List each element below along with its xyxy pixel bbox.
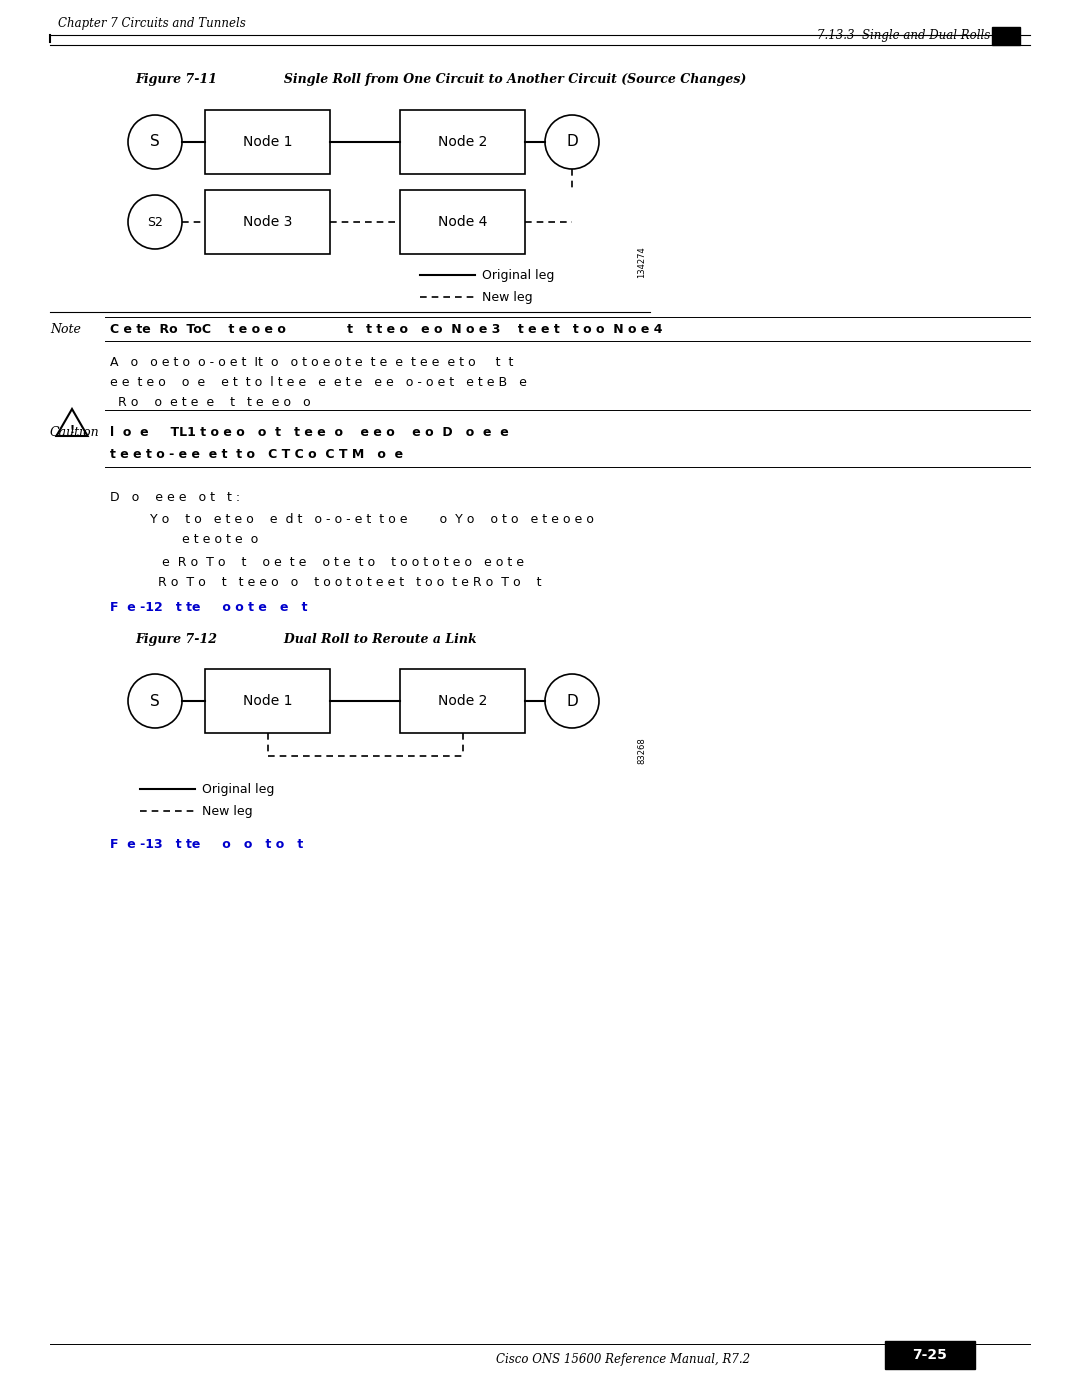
Text: New leg: New leg — [482, 291, 532, 303]
Text: Caution: Caution — [50, 426, 99, 439]
Text: Y o    t o   e t e o    e  d t   o - o - e t  t o e        o  Y o    o t o   e t: Y o t o e t e o e d t o - o - e t t o e … — [150, 513, 594, 525]
Text: 7.13.3  Single and Dual Rolls: 7.13.3 Single and Dual Rolls — [816, 29, 990, 42]
Text: Cisco ONS 15600 Reference Manual, R7.2: Cisco ONS 15600 Reference Manual, R7.2 — [496, 1352, 750, 1365]
Text: l  o  e     TL1 t o e o   o  t   t e e  o    e e o    e o  D   o  e  e: l o e TL1 t o e o o t t e e o e e o e o … — [110, 426, 509, 439]
Bar — [400, 190, 525, 254]
Text: Dual Roll to Reroute a Link: Dual Roll to Reroute a Link — [262, 633, 476, 645]
Text: F  e -13   t te     o   o   t o   t: F e -13 t te o o t o t — [110, 837, 303, 851]
Text: Node 2: Node 2 — [437, 694, 487, 708]
Text: Chapter 7 Circuits and Tunnels: Chapter 7 Circuits and Tunnels — [58, 17, 246, 29]
Text: S2: S2 — [147, 215, 163, 229]
Text: e  R o  T o    t    o e  t e    o t e  t o    t o o t o t e o   e o t e: e R o T o t o e t e o t e t o t o o t o … — [150, 556, 524, 569]
FancyBboxPatch shape — [885, 1341, 975, 1369]
Text: Figure 7-12: Figure 7-12 — [135, 633, 217, 645]
Text: Single Roll from One Circuit to Another Circuit (Source Changes): Single Roll from One Circuit to Another … — [262, 73, 746, 85]
Text: D: D — [566, 134, 578, 149]
Text: New leg: New leg — [202, 805, 253, 817]
Text: Original leg: Original leg — [482, 268, 554, 282]
Bar — [205, 669, 330, 733]
Text: 134274: 134274 — [637, 246, 647, 278]
Text: Note: Note — [50, 323, 81, 335]
Text: Node 4: Node 4 — [437, 215, 487, 229]
Text: R o    o  e t e  e    t   t e  e o   o: R o o e t e e t t e e o o — [110, 395, 311, 408]
Text: !: ! — [69, 425, 75, 434]
Text: Node 3: Node 3 — [243, 215, 293, 229]
Text: S: S — [150, 693, 160, 708]
Bar — [205, 190, 330, 254]
Bar — [400, 110, 525, 175]
Text: R o  T o    t   t e e o   o    t o o t o t e e t   t o o  t e R o  T o    t: R o T o t t e e o o t o o t o t e e t t … — [150, 576, 541, 588]
Text: e e  t e o    o  e    e t  t o  l t e e   e  e t e   e e   o - o e t   e t e B  : e e t e o o e e t t o l t e e e e t e e … — [110, 376, 527, 388]
Text: Node 1: Node 1 — [243, 694, 293, 708]
Text: D: D — [566, 693, 578, 708]
Text: Figure 7-11: Figure 7-11 — [135, 73, 217, 85]
Text: F  e -12   t te     o o t e   e   t: F e -12 t te o o t e e t — [110, 601, 308, 613]
Text: Node 1: Node 1 — [243, 136, 293, 149]
Bar — [400, 669, 525, 733]
Text: Original leg: Original leg — [202, 782, 274, 795]
Text: S: S — [150, 134, 160, 149]
Bar — [993, 27, 1020, 45]
Text: D   o    e e e   o t   t :: D o e e e o t t : — [110, 490, 240, 503]
Text: e t e o t e  o: e t e o t e o — [150, 532, 258, 545]
Text: A   o   o e t o  o - o e t  It  o   o t o e o t e  t e  e  t e e  e t o     t  t: A o o e t o o - o e t It o o t o e o t e… — [110, 355, 513, 369]
Text: 83268: 83268 — [637, 738, 647, 764]
Text: t e e t o - e e  e t  t o   C T C o  C T M   o  e: t e e t o - e e e t t o C T C o C T M o … — [110, 447, 403, 461]
Text: 7-25: 7-25 — [913, 1348, 947, 1362]
Text: Node 2: Node 2 — [437, 136, 487, 149]
Bar — [205, 110, 330, 175]
Text: C e te  Ro  ToC    t e o e o              t   t t e o   e o  N o e 3    t e e t : C e te Ro ToC t e o e o t t t e o e o N … — [110, 323, 662, 335]
